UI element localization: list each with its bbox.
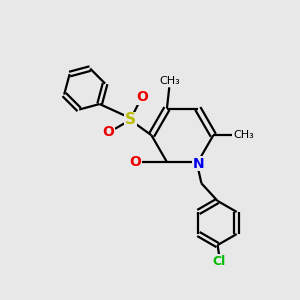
Text: CH₃: CH₃	[233, 130, 254, 140]
Text: Cl: Cl	[212, 255, 226, 268]
Text: O: O	[136, 90, 148, 104]
Text: CH₃: CH₃	[159, 76, 180, 86]
Text: O: O	[130, 155, 141, 169]
Text: S: S	[125, 112, 136, 128]
Text: O: O	[103, 125, 114, 139]
Text: N: N	[193, 157, 204, 170]
